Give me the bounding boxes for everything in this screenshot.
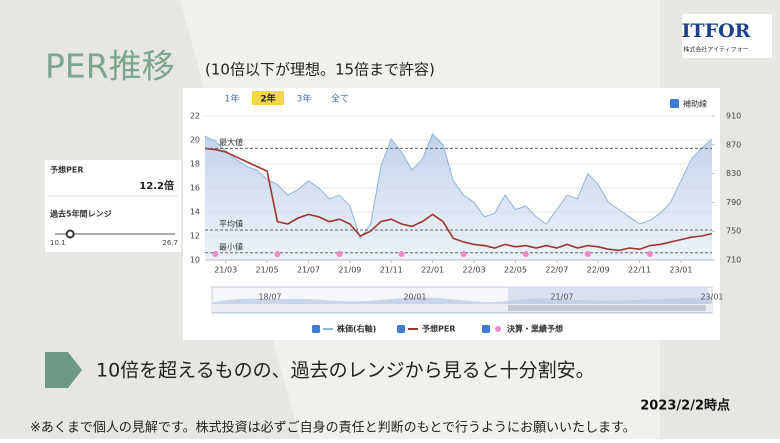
event-marker (398, 251, 405, 257)
ref-label: 最小値 (219, 241, 243, 251)
x-tick-label: 21/09 (338, 266, 361, 275)
legend-checkbox[interactable] (482, 325, 490, 333)
legend-label: 株価(右軸) (337, 324, 376, 334)
x-tick-label: 22/03 (462, 266, 485, 275)
range-tab[interactable]: 2年 (260, 93, 275, 105)
y2-tick-label: 750 (726, 227, 741, 236)
logo: ITFOR (682, 20, 751, 42)
arrow (45, 352, 82, 388)
legend-swatch (495, 326, 501, 332)
ref-label: 最大値 (219, 137, 243, 147)
range-max: 26.7 (162, 239, 178, 247)
x-tick-label: 22/05 (504, 266, 527, 275)
navigator-label: 23/01 (700, 293, 723, 302)
x-tick-label: 21/07 (297, 266, 320, 275)
y-tick-label: 14 (190, 208, 200, 217)
logo-box (682, 14, 772, 58)
y-tick-label: 12 (190, 232, 200, 241)
y2-tick-label: 910 (726, 112, 741, 121)
per-label: 予想PER (50, 165, 84, 175)
event-marker (336, 251, 343, 257)
range-min: 10.1 (50, 239, 66, 247)
footnote: ※あくまで個人の見解です。株式投資は必ずご自身の責任と判断のもとで行うようにお願… (30, 420, 636, 436)
x-tick-label: 22/07 (545, 266, 568, 275)
aux-checkbox[interactable] (670, 99, 679, 108)
message: 10倍を超えるものの、過去のレンジから見ると十分割安。 (96, 360, 595, 382)
range-tab[interactable]: 全て (331, 93, 349, 105)
navigator-label: 20/01 (403, 293, 426, 302)
x-tick-label: 22/09 (587, 266, 610, 275)
active-tab (252, 91, 284, 105)
ref-label: 平均値 (219, 219, 243, 229)
line (204, 133, 713, 240)
range-tab[interactable]: 3年 (297, 93, 312, 105)
title: PER推移 (45, 47, 175, 86)
y-tick-label: 16 (190, 184, 200, 193)
y2-tick-label: 830 (726, 169, 741, 178)
event-marker (460, 251, 467, 257)
navigator-thumb (508, 305, 706, 311)
navigator-label: 21/07 (550, 293, 573, 302)
x-tick-label: 22/01 (421, 266, 444, 275)
line (204, 147, 713, 252)
subtitle: (10倍以下が理想。15倍まで許容) (205, 61, 435, 79)
aux-label: 補助線 (683, 99, 707, 109)
range-knob (65, 229, 75, 239)
legend-checkbox[interactable] (397, 325, 405, 333)
y-tick-label: 10 (190, 256, 200, 265)
x-tick-label: 21/05 (256, 266, 279, 275)
x-tick-label: 23/01 (669, 266, 692, 275)
legend-checkbox[interactable] (312, 325, 320, 333)
y2-tick-label: 710 (726, 256, 741, 265)
event-marker (212, 251, 219, 257)
event-marker (274, 251, 281, 257)
range-label: 過去5年間レンジ (49, 209, 112, 219)
y-tick-label: 22 (190, 112, 200, 121)
range-tab[interactable]: 1年 (225, 93, 240, 105)
as-of: 2023/2/2時点 (640, 398, 730, 414)
legend-label: 予想PER (422, 324, 456, 334)
x-tick-label: 21/11 (380, 266, 403, 275)
x-tick-label: 22/11 (628, 266, 651, 275)
event-marker (646, 251, 653, 257)
navigator-scrollbar (212, 304, 712, 312)
x-tick-label: 21/03 (214, 266, 237, 275)
y-tick-label: 18 (190, 160, 200, 169)
legend-label: 決算・業績予想 (507, 324, 563, 334)
navigator-label: 18/07 (258, 293, 281, 302)
logo-sub: 株式会社アイティフォー (683, 46, 748, 54)
y2-tick-label: 870 (726, 140, 741, 149)
y-tick-label: 20 (190, 136, 200, 145)
event-marker (522, 251, 529, 257)
event-marker (584, 251, 591, 257)
y2-tick-label: 790 (726, 198, 741, 207)
per-value: 12.2倍 (139, 179, 174, 192)
area (205, 134, 712, 260)
